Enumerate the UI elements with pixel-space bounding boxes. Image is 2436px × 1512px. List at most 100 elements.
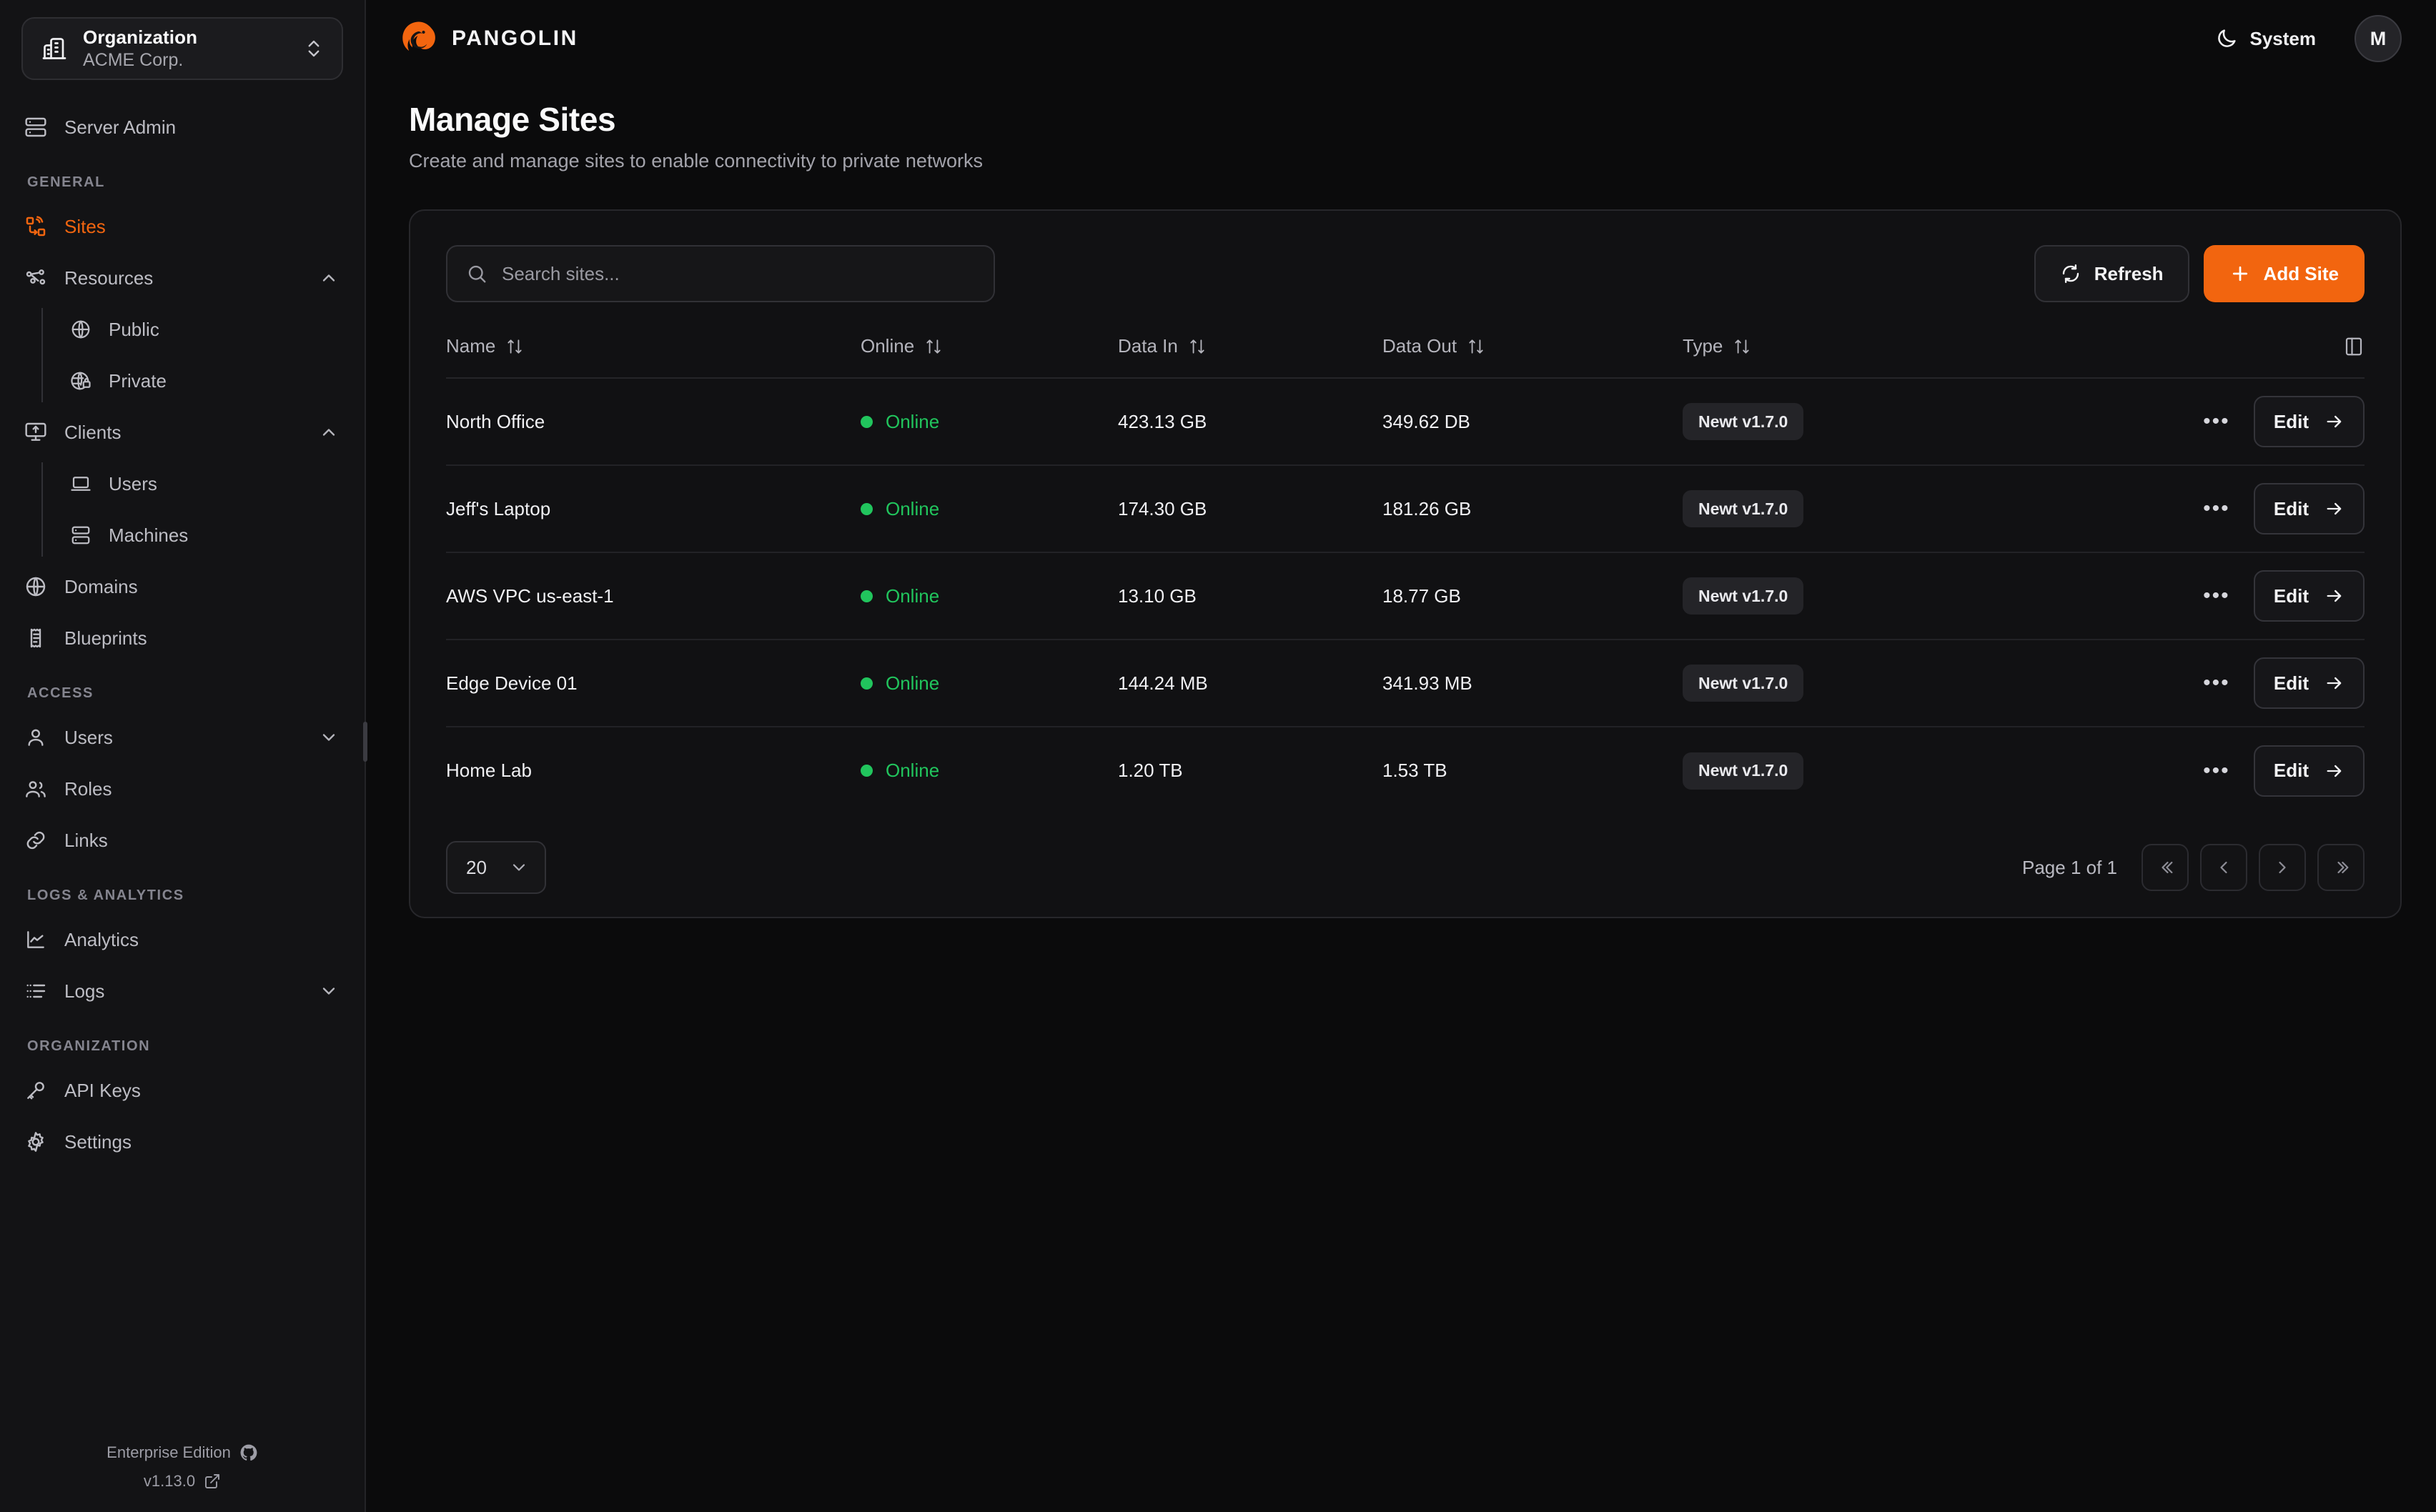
add-site-button[interactable]: Add Site (2203, 245, 2365, 302)
sidebar-item-logs[interactable]: Logs (0, 965, 365, 1017)
sidebar-item-users[interactable]: Users (0, 712, 365, 763)
table-row[interactable]: AWS VPC us-east-1 Online 13.10 GB 18.77 … (446, 552, 2365, 640)
cell-data-in: 423.13 GB (1118, 378, 1382, 466)
column-header-data-out[interactable]: Data Out (1382, 335, 1683, 379)
monitor-upload-icon (24, 421, 47, 444)
column-header-data-in[interactable]: Data In (1118, 335, 1382, 379)
sidebar-item-settings[interactable]: Settings (0, 1116, 365, 1168)
row-menu-button[interactable]: ••• (2203, 409, 2230, 433)
last-page-button[interactable] (2317, 844, 2365, 891)
edit-button[interactable]: Edit (2253, 745, 2365, 797)
table-row[interactable]: Edge Device 01 Online 144.24 MB 341.93 M… (446, 640, 2365, 727)
row-menu-button[interactable]: ••• (2203, 758, 2230, 782)
page-subtitle: Create and manage sites to enable connec… (409, 150, 983, 171)
building-icon (41, 36, 67, 61)
add-site-label: Add Site (2263, 262, 2339, 284)
first-page-button[interactable] (2142, 844, 2189, 891)
sites-icon (24, 215, 47, 238)
edition-github-link[interactable]: Enterprise Edition (107, 1443, 258, 1462)
sidebar-item-label: Roles (64, 777, 112, 800)
avatar[interactable]: M (2355, 15, 2402, 62)
version-link[interactable]: v1.13.0 (144, 1472, 221, 1491)
table-row[interactable]: Jeff's Laptop Online 174.30 GB 181.26 GB… (446, 465, 2365, 553)
column-header-online[interactable]: Online (861, 335, 1118, 379)
version-label: v1.13.0 (143, 1472, 196, 1490)
table-head: Name Online (446, 335, 2365, 379)
sidebar-item-label: Links (64, 829, 108, 851)
avatar-initial: M (2370, 27, 2387, 49)
row-menu-button[interactable]: ••• (2203, 584, 2230, 607)
row-menu-button[interactable]: ••• (2203, 497, 2230, 520)
column-label: Name (446, 335, 496, 357)
cell-type: Newt v1.7.0 (1683, 378, 2129, 466)
sidebar-item-domains[interactable]: Domains (0, 561, 365, 612)
sidebar-item-clients[interactable]: Clients (0, 407, 365, 458)
chevron-up-icon[interactable] (319, 422, 339, 442)
chevron-down-icon[interactable] (319, 727, 339, 747)
org-switcher[interactable]: Organization ACME Corp. (21, 17, 343, 80)
sidebar-group-general: GENERAL (27, 174, 105, 190)
cell-name: North Office (446, 378, 861, 466)
brand-logo[interactable]: PANGOLIN (400, 20, 578, 57)
edit-button[interactable]: Edit (2253, 483, 2365, 534)
search-input[interactable] (502, 262, 975, 285)
cell-actions: ••• Edit (2129, 465, 2365, 553)
cell-data-out: 349.62 DB (1382, 378, 1683, 466)
refresh-icon (2060, 263, 2081, 284)
cell-actions: ••• Edit (2129, 552, 2365, 640)
table-row[interactable]: Home Lab Online 1.20 TB 1.53 TB Newt v1.… (446, 727, 2365, 814)
sidebar-item-blueprints[interactable]: Blueprints (0, 612, 365, 664)
chevron-up-down-icon (303, 38, 325, 59)
search-box[interactable] (446, 245, 995, 302)
theme-toggle[interactable]: System (2215, 27, 2316, 50)
type-badge: Newt v1.7.0 (1683, 403, 1804, 440)
edit-button[interactable]: Edit (2253, 570, 2365, 622)
page-size-select[interactable]: 20 (446, 841, 546, 894)
sidebar-item-api-keys[interactable]: API Keys (0, 1065, 365, 1116)
sidebar-item-server-admin[interactable]: Server Admin (0, 101, 365, 153)
sidebar-nav: Server Admin GENERAL Sites (0, 101, 365, 1443)
next-page-button[interactable] (2259, 844, 2306, 891)
cell-name: Home Lab (446, 760, 532, 781)
sidebar-item-label: Blueprints (64, 627, 147, 649)
sidebar-item-private[interactable]: Private (41, 355, 365, 407)
column-label: Data In (1118, 335, 1178, 357)
edit-button[interactable]: Edit (2253, 657, 2365, 709)
moon-icon (2215, 27, 2238, 50)
sidebar-item-label: Machines (109, 524, 189, 546)
sort-icon (1467, 337, 1485, 356)
columns-toggle-icon[interactable] (2343, 336, 2365, 357)
chevron-up-icon[interactable] (319, 268, 339, 288)
status-dot (861, 502, 873, 515)
refresh-button[interactable]: Refresh (2034, 245, 2189, 302)
sidebar-item-label: Clients (64, 421, 122, 443)
sidebar-item-public[interactable]: Public (41, 304, 365, 355)
cell-online: Online (861, 727, 1118, 814)
github-icon (239, 1443, 258, 1462)
page-title: Manage Sites (409, 101, 616, 138)
sidebar-item-analytics[interactable]: Analytics (0, 914, 365, 965)
sidebar-item-label: Analytics (64, 928, 139, 950)
cell-online: Online (861, 465, 1118, 553)
card-toolbar: Refresh Add Site (446, 245, 2365, 302)
prev-page-button[interactable] (2200, 844, 2247, 891)
sidebar-item-machines[interactable]: Machines (41, 509, 365, 561)
sidebar-item-sites[interactable]: Sites (0, 201, 365, 252)
users-icon (24, 777, 47, 800)
sidebar-item-resources[interactable]: Resources (0, 252, 365, 304)
cell-data-in: 1.20 TB (1118, 760, 1183, 781)
sidebar-resize-handle[interactable] (363, 722, 367, 762)
sort-icon (924, 337, 943, 356)
row-menu-button[interactable]: ••• (2203, 671, 2230, 695)
sidebar-item-links[interactable]: Links (0, 815, 365, 866)
column-header-type[interactable]: Type (1683, 335, 2129, 379)
sidebar-item-roles[interactable]: Roles (0, 763, 365, 815)
edit-button[interactable]: Edit (2253, 396, 2365, 447)
sidebar-item-client-users[interactable]: Users (41, 458, 365, 509)
globe-icon (24, 575, 47, 598)
column-header-name[interactable]: Name (446, 335, 861, 379)
sidebar: Organization ACME Corp. Server Admin (0, 0, 367, 1512)
globe-icon (70, 319, 91, 340)
table-row[interactable]: North Office Online 423.13 GB 349.62 DB … (446, 378, 2365, 466)
chevron-down-icon[interactable] (319, 981, 339, 1001)
